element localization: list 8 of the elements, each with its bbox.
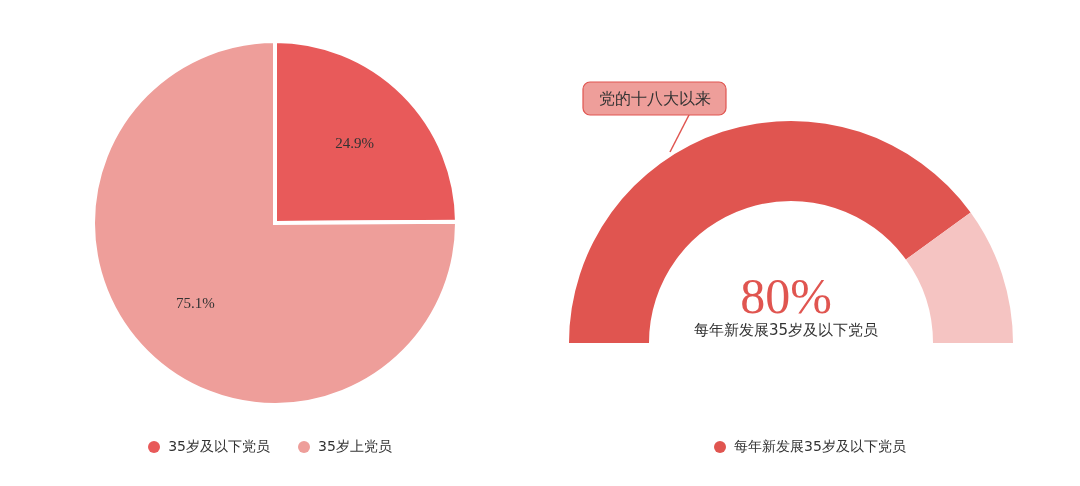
data-label: 80% — [740, 268, 832, 324]
slice-label: 每年新发展35岁及以下党员 — [693, 321, 879, 339]
data-label: 24.9% — [335, 134, 374, 151]
text: 党的十八大以来 — [598, 89, 711, 108]
data-label: 75.1% — [176, 295, 215, 312]
legend-label: 35岁及以下党员 — [168, 438, 270, 456]
legend-label: 35岁上党员 — [318, 438, 392, 456]
legend-label: 每年新发展35岁及以下党员 — [734, 438, 906, 456]
